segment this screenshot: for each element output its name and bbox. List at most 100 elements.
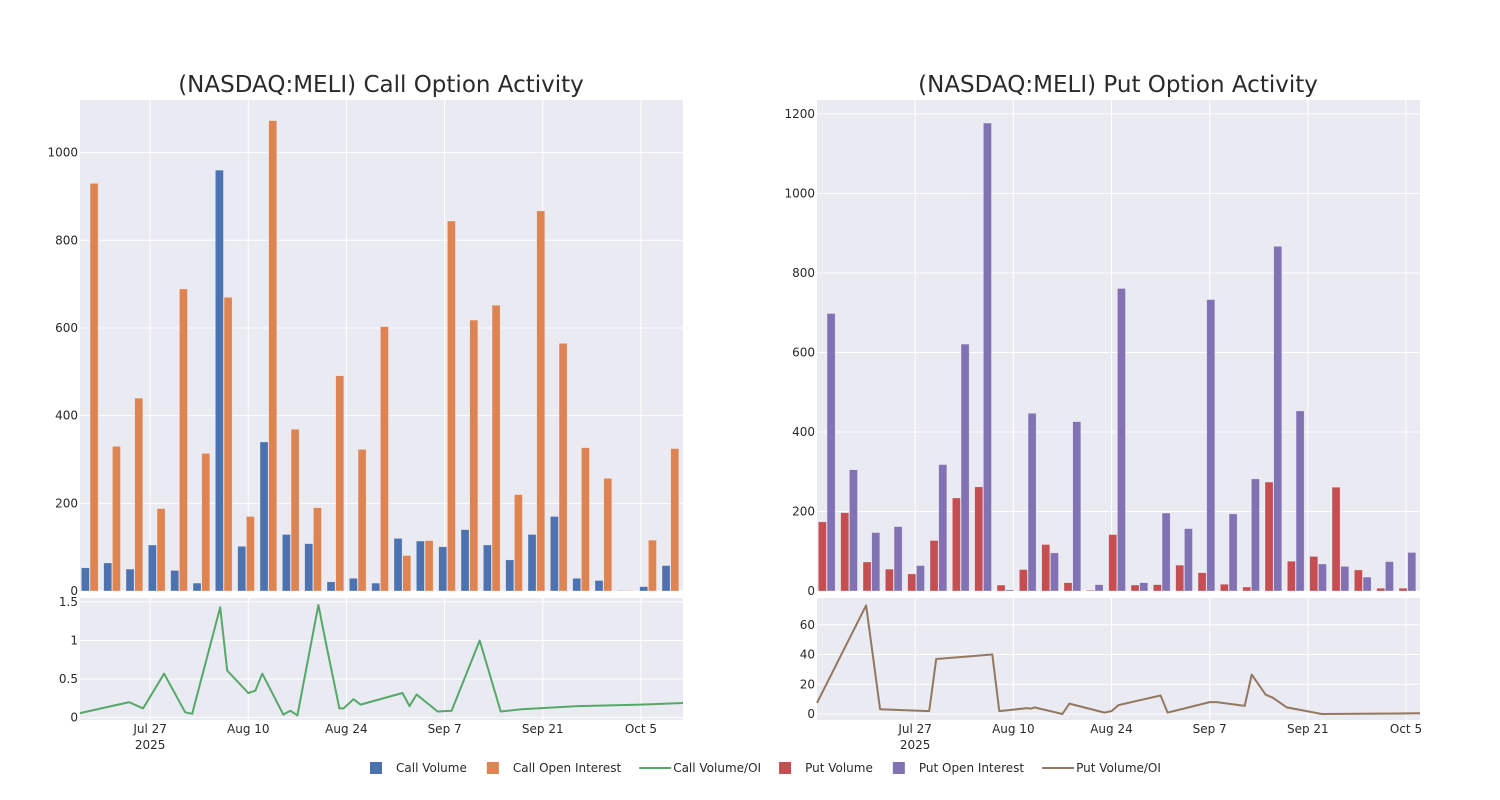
put-volume-bar (1264, 481, 1274, 592)
call-volume-bar (215, 169, 224, 592)
put-open-interest-bar (938, 464, 948, 592)
put-bar-y-tick-label: 200 (792, 504, 815, 518)
legend-label: Call Open Interest (513, 761, 622, 775)
put-x-tick-label: Sep 7 (1193, 722, 1227, 736)
call-open-interest-bar (156, 508, 166, 592)
put-volume-bar (885, 568, 894, 592)
call-volume-bar (393, 538, 403, 592)
put-year-label: 2025 (900, 738, 931, 752)
call-bar-y-ticks: 0 200 400 600 800 1000 (47, 146, 78, 598)
put-open-interest-bar (1005, 589, 1015, 592)
put-open-interest-bar (1251, 478, 1260, 592)
put-volume-bar (1309, 556, 1319, 592)
call-open-interest-bar (134, 397, 144, 592)
put-open-interest-bar (1385, 561, 1394, 592)
call-volume-bar (125, 568, 135, 592)
put-option-chart: (NASDAQ:MELI) Put Option Activity 020040… (784, 72, 1422, 752)
put-open-interest-bar (1184, 528, 1193, 592)
put-volume-bar (1376, 587, 1386, 592)
put-open-interest-bar (1318, 563, 1327, 592)
call-volume-bar (103, 562, 113, 592)
call-open-interest-bar (424, 540, 434, 592)
put-volume-bar (1153, 584, 1162, 592)
call-volume-bar (661, 565, 671, 592)
call-volume-bar (170, 570, 180, 592)
put-ratio-y-tick-label: 60 (800, 618, 815, 632)
put-volume-bar (1220, 583, 1229, 592)
put-volume-bar (1242, 586, 1252, 592)
call-bars (81, 120, 680, 592)
call-volume-bar (371, 582, 381, 592)
call-x-tick-label: Aug 24 (325, 722, 368, 736)
call-bar-y-tick-label: 800 (55, 233, 78, 247)
put-ratio-y-tick-label: 0 (807, 707, 815, 721)
put-volume-bar (862, 561, 872, 592)
call-open-interest-bar (179, 288, 188, 592)
call-volume-bar (326, 581, 336, 592)
call-volume-bar (550, 516, 559, 592)
call-volume-bar (594, 580, 604, 592)
call-ratio-line-group (79, 603, 684, 717)
call-ratio-y-tick-label: 0 (70, 711, 78, 725)
put-volume-bar (1041, 544, 1051, 592)
legend-item-call-volume[interactable]: Call Volume (370, 761, 467, 775)
put-open-interest-bar (1295, 410, 1305, 592)
call-ratio-y-tick-label: 1 (70, 633, 78, 647)
put-open-interest-bar (1027, 412, 1037, 592)
call-year-label: 2025 (135, 738, 166, 752)
call-open-interest-bar (380, 326, 389, 592)
put-open-interest-bar (1139, 582, 1149, 592)
legend-label: Call Volume (396, 761, 467, 775)
call-x-tick-label: Oct 5 (625, 722, 657, 736)
call-volume-bar (349, 577, 358, 592)
legend-item-call-open-interest[interactable]: Call Open Interest (486, 761, 622, 775)
put-open-interest-bar (893, 526, 903, 592)
put-volume-bar (1354, 569, 1363, 592)
call-option-chart: (NASDAQ:MELI) Call Option Activity 0 200 4… (47, 72, 684, 752)
put-open-interest-bar (1050, 552, 1059, 592)
call-volume-bar (237, 545, 247, 592)
put-open-interest-bar (1362, 576, 1372, 592)
call-open-interest-bar (313, 507, 322, 592)
put-volume-bar (996, 584, 1006, 592)
legend-item-put-open-interest[interactable]: Put Open Interest (892, 761, 1025, 775)
put-open-interest-bar (1094, 584, 1104, 592)
legend-label: Put Volume/OI (1076, 761, 1161, 775)
call-volume-bar (483, 544, 492, 592)
put-open-interest-bar (1206, 299, 1216, 592)
put-open-interest-bar (1228, 513, 1238, 592)
call-volume-bar (527, 534, 537, 592)
call-volume-bar (416, 540, 425, 592)
put-open-interest-bar (826, 313, 836, 592)
put-x-tick-label: Jul 27 (897, 722, 932, 736)
put-x-tick-label: Sep 21 (1287, 722, 1329, 736)
call-bar-y-tick-label: 600 (55, 321, 78, 335)
put-open-interest-swatch-icon (892, 762, 905, 774)
put-volume-bar (1331, 486, 1341, 592)
call-open-interest-bar (514, 494, 523, 592)
call-open-interest-bar (581, 447, 590, 592)
put-ratio-y-tick-label: 20 (800, 677, 815, 691)
legend-item-put-volume[interactable]: Put Volume (779, 761, 873, 775)
put-open-interest-bar (1407, 552, 1417, 592)
legend-item-call-volume-oi[interactable]: Call Volume/OI (639, 761, 761, 775)
legend-item-put-volume-oi[interactable]: Put Volume/OI (1042, 761, 1161, 775)
call-ratio-y-tick-label: 1.5 (59, 595, 78, 609)
call-x-tick-label: Sep 7 (428, 722, 462, 736)
put-open-interest-bar (1072, 421, 1082, 592)
call-bar-y-tick-label: 200 (55, 496, 78, 510)
legend-label: Call Volume/OI (673, 761, 761, 775)
put-volume-bar (974, 486, 984, 592)
call-volume-bar (81, 567, 90, 592)
put-open-interest-bar (1340, 566, 1350, 592)
call-open-interest-bar (246, 516, 255, 592)
call-open-interest-bar (402, 555, 412, 592)
call-bar-y-tick-label: 1000 (47, 146, 78, 160)
call-open-interest-bar (447, 220, 456, 592)
put-volume-bar (1287, 560, 1296, 592)
call-open-interest-bar (469, 319, 479, 592)
call-ratio-y-ticks: 0 0.5 1 1.5 (59, 595, 78, 725)
put-volume-bar (1019, 569, 1028, 592)
call-ratio-gridlines (80, 598, 683, 720)
